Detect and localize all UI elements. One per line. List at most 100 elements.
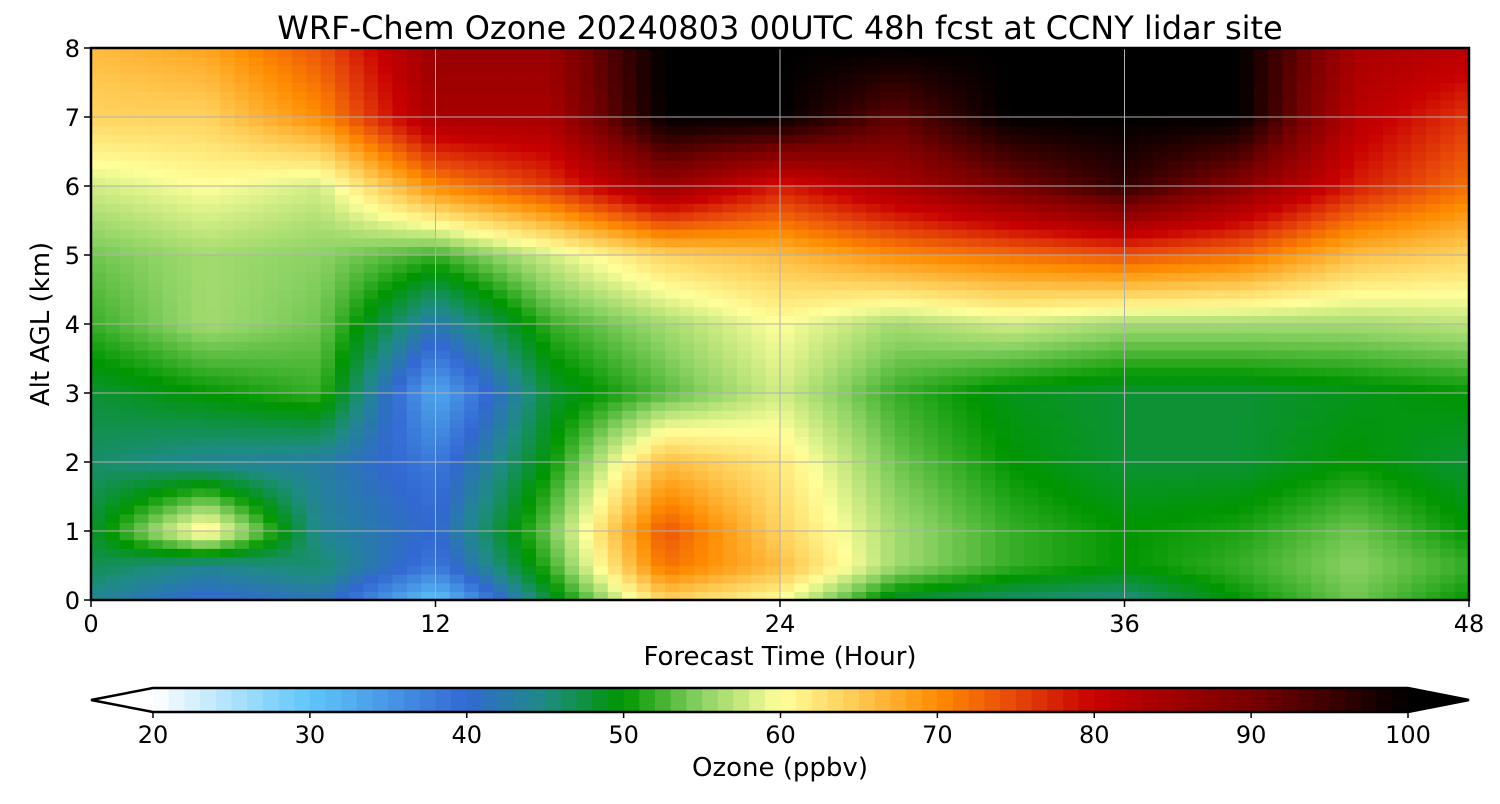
heatmap-cell xyxy=(177,539,193,549)
heatmap-cell xyxy=(1081,462,1097,472)
heatmap-cell xyxy=(665,186,681,196)
heatmap-cell xyxy=(995,358,1011,368)
heatmap-cell xyxy=(478,513,494,523)
heatmap-cell xyxy=(177,462,193,472)
heatmap-cell xyxy=(148,418,164,429)
heatmap-cell xyxy=(492,582,508,592)
heatmap-cell xyxy=(1081,556,1097,567)
heatmap-cell xyxy=(535,220,551,230)
heatmap-cell xyxy=(909,306,925,316)
heatmap-cell xyxy=(837,565,853,575)
heatmap-cell xyxy=(1095,531,1111,541)
heatmap-cell xyxy=(392,591,408,601)
heatmap-cell xyxy=(593,341,609,351)
heatmap-cell xyxy=(1124,332,1140,342)
heatmap-cell xyxy=(1311,496,1327,506)
heatmap-cell xyxy=(995,177,1011,187)
heatmap-cell xyxy=(134,324,150,334)
heatmap-cell xyxy=(579,186,594,196)
heatmap-cell xyxy=(521,496,537,506)
heatmap-cell xyxy=(435,151,451,161)
heatmap-cell xyxy=(579,574,594,584)
heatmap-cell xyxy=(535,384,551,394)
heatmap-cell xyxy=(1009,522,1025,532)
heatmap-cell xyxy=(866,487,882,498)
heatmap-cell xyxy=(823,211,839,222)
heatmap-cell xyxy=(535,453,551,463)
heatmap-cell xyxy=(1110,151,1126,161)
heatmap-cell xyxy=(521,203,537,213)
heatmap-cell xyxy=(980,160,996,170)
heatmap-cell xyxy=(866,177,882,187)
heatmap-cell xyxy=(478,160,494,170)
heatmap-cell xyxy=(1411,453,1427,463)
heatmap-cell xyxy=(1354,306,1370,316)
heatmap-cell xyxy=(650,444,666,454)
heatmap-cell xyxy=(1397,298,1413,308)
heatmap-cell xyxy=(1440,246,1456,256)
heatmap-cell xyxy=(1253,487,1269,498)
heatmap-cell xyxy=(1268,367,1283,377)
heatmap-cell xyxy=(1067,531,1083,541)
heatmap-cell xyxy=(105,289,121,299)
heatmap-cell xyxy=(837,410,853,420)
heatmap-cell xyxy=(1210,539,1226,549)
heatmap-cell xyxy=(363,427,379,437)
heatmap-cell xyxy=(1009,186,1025,196)
heatmap-cell xyxy=(794,384,810,394)
heatmap-cell xyxy=(866,444,882,454)
heatmap-cell xyxy=(708,272,724,282)
heatmap-cell xyxy=(1024,349,1039,360)
heatmap-cell xyxy=(1296,393,1312,403)
heatmap-cell xyxy=(1224,272,1240,282)
heatmap-cell xyxy=(306,229,322,239)
heatmap-cell xyxy=(248,332,264,342)
heatmap-cell xyxy=(923,341,939,351)
heatmap-cell xyxy=(708,315,724,325)
heatmap-cell xyxy=(607,427,623,437)
heatmap-cell xyxy=(291,315,307,325)
heatmap-cell xyxy=(880,427,896,437)
heatmap-cell xyxy=(1253,444,1269,454)
heatmap-cell xyxy=(220,151,236,161)
heatmap-cell xyxy=(220,203,236,213)
heatmap-cell xyxy=(823,151,839,161)
heatmap-cell xyxy=(91,367,106,377)
heatmap-cell xyxy=(421,203,437,213)
heatmap-cell xyxy=(1253,280,1269,291)
heatmap-cell xyxy=(1024,272,1039,282)
heatmap-cell xyxy=(622,496,638,506)
heatmap-cell xyxy=(1339,427,1355,437)
heatmap-cell xyxy=(492,487,508,498)
heatmap-cell xyxy=(751,211,767,222)
heatmap-cell xyxy=(134,151,150,161)
heatmap-cell xyxy=(1311,574,1327,584)
heatmap-cell xyxy=(263,574,279,584)
heatmap-cell xyxy=(1081,324,1097,334)
heatmap-cell xyxy=(148,160,164,170)
heatmap-cell xyxy=(923,324,939,334)
heatmap-cell xyxy=(248,418,264,429)
heatmap-cell xyxy=(980,306,996,316)
heatmap-cell xyxy=(1052,556,1068,567)
heatmap-cell xyxy=(622,401,638,411)
heatmap-cell xyxy=(1339,556,1355,567)
heatmap-cell xyxy=(1038,375,1054,385)
heatmap-cell xyxy=(464,203,480,213)
heatmap-cell xyxy=(708,255,724,265)
heatmap-cell xyxy=(1325,315,1341,325)
heatmap-cell xyxy=(880,375,896,385)
heatmap-cell xyxy=(1024,332,1039,342)
heatmap-cell xyxy=(1224,453,1240,463)
heatmap-cell xyxy=(1354,168,1370,178)
heatmap-cell xyxy=(220,496,236,506)
heatmap-cell xyxy=(148,375,164,385)
heatmap-cell xyxy=(349,306,365,316)
heatmap-cell xyxy=(851,289,867,299)
heatmap-cell xyxy=(1296,186,1312,196)
heatmap-cell xyxy=(248,436,264,446)
heatmap-cell xyxy=(91,393,106,403)
heatmap-cell xyxy=(1153,548,1169,558)
heatmap-cell xyxy=(1052,410,1068,420)
heatmap-cell xyxy=(91,487,106,498)
